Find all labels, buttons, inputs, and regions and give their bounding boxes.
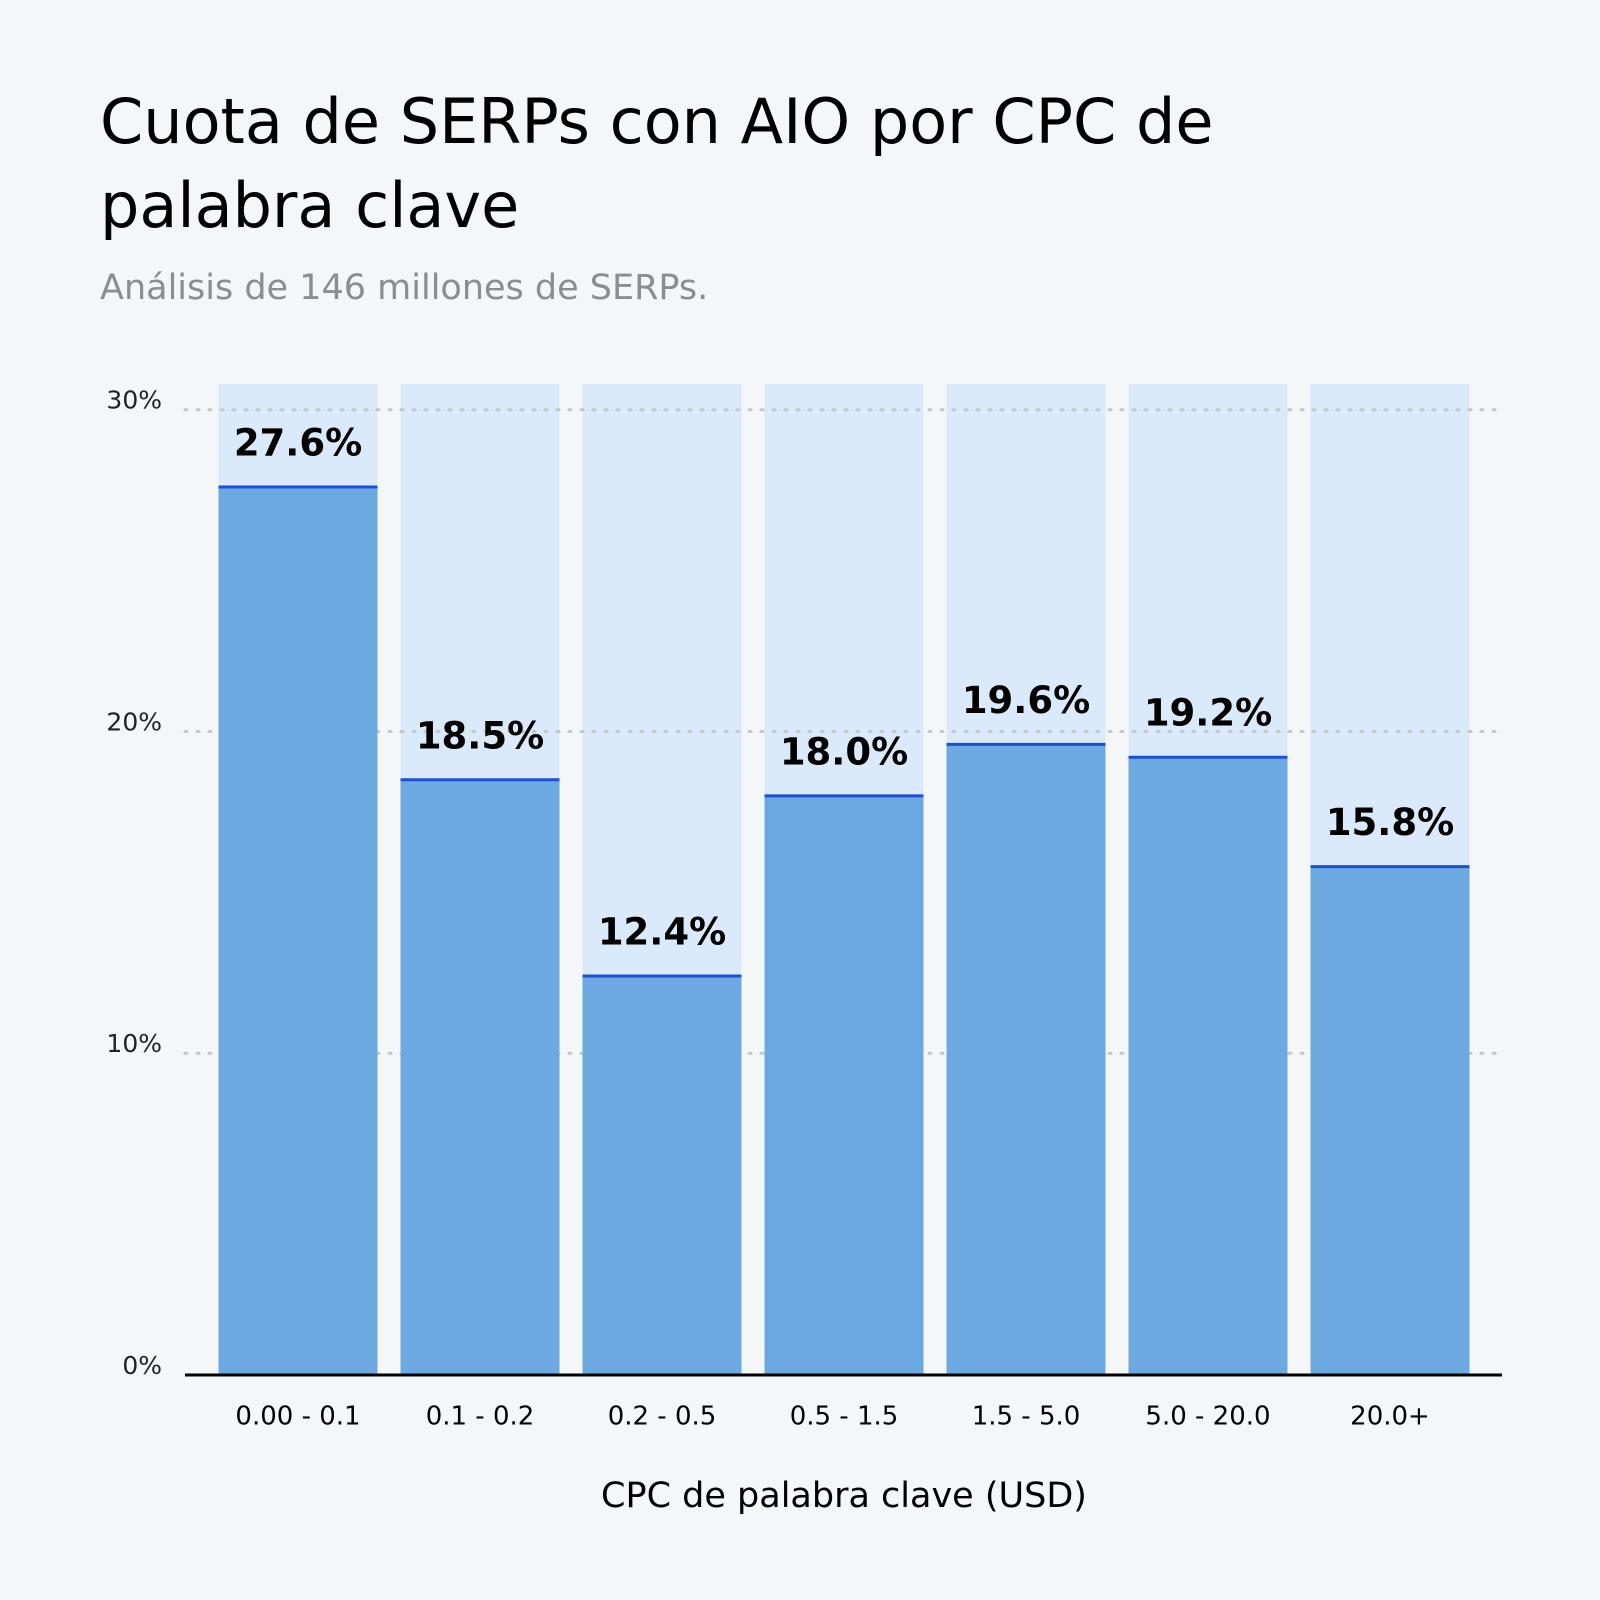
- x-tick-label: 0.00 - 0.1: [235, 1402, 360, 1432]
- bar: [1310, 866, 1470, 1375]
- x-tick-label: 0.2 - 0.5: [608, 1402, 717, 1432]
- y-tick-label: 30%: [106, 386, 162, 415]
- bar: [764, 795, 924, 1375]
- value-label: 12.4%: [598, 911, 726, 954]
- y-tick-label: 0%: [122, 1351, 162, 1380]
- x-tick-label: 5.0 - 20.0: [1145, 1402, 1270, 1432]
- bar: [946, 744, 1106, 1375]
- x-tick-label: 20.0+: [1350, 1402, 1430, 1432]
- chart-subtitle: Análisis de 146 millones de SERPs.: [100, 268, 709, 308]
- x-tick-label: 0.1 - 0.2: [426, 1402, 535, 1432]
- value-label: 19.6%: [962, 679, 1090, 722]
- value-label: 18.0%: [780, 730, 908, 773]
- x-tick-label: 0.5 - 1.5: [790, 1402, 899, 1432]
- bar: [1128, 757, 1288, 1375]
- bar: [400, 779, 560, 1375]
- chart-title: Cuota de SERPs con AIO por CPC de palabr…: [100, 85, 1214, 242]
- bar: [218, 486, 378, 1375]
- x-axis-title: CPC de palabra clave (USD): [601, 1476, 1087, 1516]
- y-tick-label: 20%: [106, 707, 162, 736]
- bar: [582, 976, 742, 1375]
- value-label: 19.2%: [1144, 692, 1272, 735]
- y-tick-label: 10%: [106, 1029, 162, 1058]
- value-label: 18.5%: [416, 714, 544, 757]
- value-label: 27.6%: [234, 421, 362, 464]
- value-label: 15.8%: [1326, 801, 1454, 844]
- x-tick-label: 1.5 - 5.0: [972, 1402, 1081, 1432]
